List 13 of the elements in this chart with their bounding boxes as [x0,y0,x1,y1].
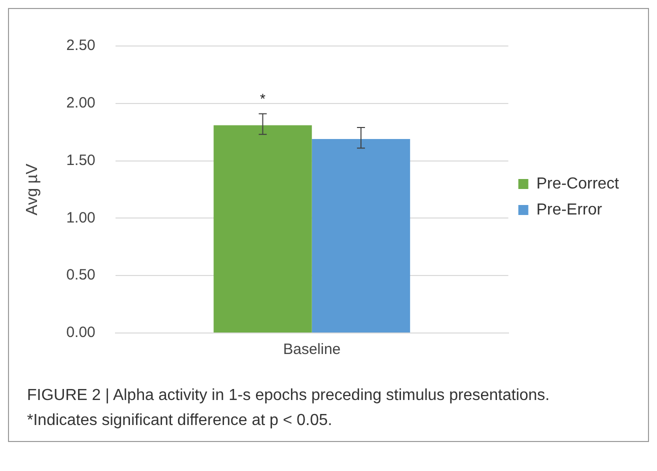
y-tick-label: 1.00 [66,209,96,226]
y-tick-label: 2.00 [66,94,96,112]
y-tick-label: 0.50 [66,266,96,284]
y-axis-title: Avg µV [24,163,42,216]
annotation: * [260,90,266,107]
x-tick-label: Baseline [283,341,341,358]
y-tick-label: 1.50 [66,152,96,169]
legend-label: Pre-Error [536,201,603,218]
y-tick-label: 0.00 [66,324,96,342]
text: *Indicates significant difference at p < 0.05. [27,411,334,431]
legend-label: Pre-Correct [536,175,620,192]
caption: FIGURE 2 | Alpha activity in 1-s epochs preceding stimulus presentations. [27,386,551,406]
y-tick-label: 2.50 [66,37,96,54]
